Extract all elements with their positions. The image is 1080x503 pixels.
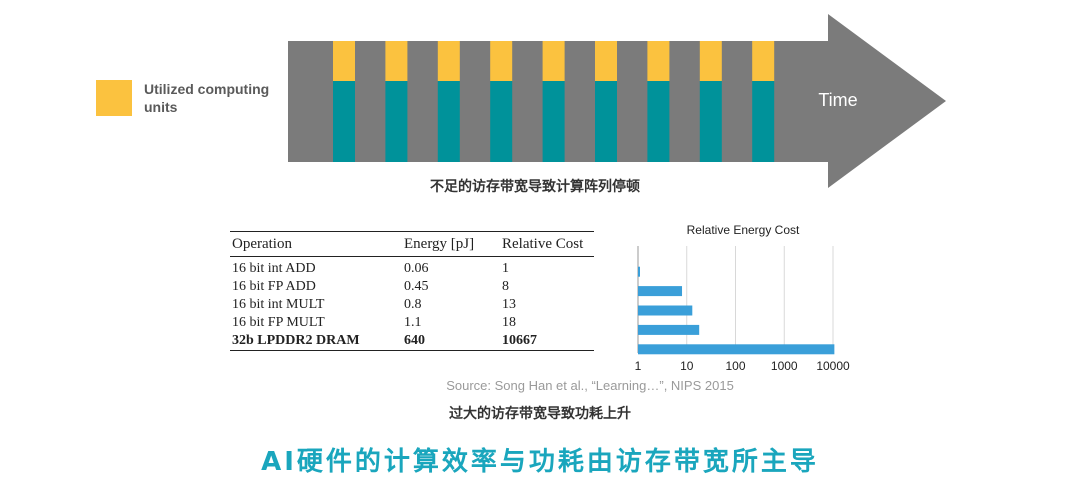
cell-relative-cost: 18	[502, 315, 516, 330]
timeline-diagram: Time	[288, 14, 946, 188]
header-relative-cost: Relative Cost	[502, 231, 594, 257]
cell-operation: 16 bit FP ADD	[232, 279, 316, 294]
energy-table: Operation Energy [pJ] Relative Cost 16 b…	[230, 231, 594, 351]
x-tick-label: 1	[635, 359, 642, 373]
utilized-unit	[437, 41, 460, 81]
legend: Utilized computing units	[96, 78, 296, 120]
cell-operation: 16 bit FP MULT	[232, 315, 325, 330]
caption-bandwidth-stall: 不足的访存带宽导致计算阵列停顿	[430, 179, 640, 195]
source-citation: Source: Song Han et al., “Learning…”, NI…	[446, 378, 734, 393]
bar	[638, 344, 835, 355]
cell-energy: 0.06	[404, 261, 429, 276]
utilized-unit	[385, 41, 408, 81]
x-tick-label: 10000	[816, 359, 850, 373]
chart-grid	[637, 246, 834, 353]
bar	[638, 305, 693, 316]
cell-operation: 16 bit int MULT	[232, 297, 325, 312]
computing-unit	[647, 81, 670, 162]
computing-unit	[699, 81, 722, 162]
x-tick-label: 100	[725, 359, 745, 373]
utilized-unit	[595, 41, 617, 81]
caption-power: 过大的访存带宽导致功耗上升	[449, 406, 631, 422]
chart-bars	[638, 266, 835, 355]
x-tick-label: 10	[680, 359, 694, 373]
cell-energy: 1.1	[404, 315, 422, 330]
computing-units	[333, 41, 775, 162]
cell-operation: 32b LPDDR2 DRAM	[230, 332, 404, 351]
time-label: Time	[818, 90, 857, 110]
utilized-unit	[647, 41, 670, 81]
cell-relative-cost: 13	[502, 297, 516, 312]
headline: AI硬件的计算效率与功耗由访存带宽所主导	[261, 447, 819, 477]
chart-title: Relative Energy Cost	[687, 223, 800, 237]
computing-unit	[437, 81, 460, 162]
header-energy: Energy [pJ]	[404, 231, 502, 257]
table-row: 16 bit int MULT 0.8 13	[230, 296, 594, 314]
table-row: 32b LPDDR2 DRAM 640 10667	[230, 332, 594, 351]
utilized-unit	[752, 41, 775, 81]
cell-energy: 0.8	[404, 297, 422, 312]
cell-energy: 0.45	[404, 279, 429, 294]
bar	[638, 286, 683, 297]
computing-unit	[490, 81, 513, 162]
bar	[638, 324, 700, 335]
computing-unit	[385, 81, 408, 162]
legend-label: Utilized computing units	[144, 81, 270, 115]
utilized-unit	[542, 41, 565, 81]
chart-x-ticks: 1 10 100 1000 10000	[635, 359, 850, 373]
computing-unit	[752, 81, 775, 162]
cell-relative-cost: 10667	[502, 332, 594, 351]
cell-relative-cost: 8	[502, 279, 509, 294]
cell-energy: 640	[404, 332, 502, 351]
utilized-unit	[699, 41, 722, 81]
utilized-unit	[490, 41, 513, 81]
utilized-unit	[333, 41, 355, 81]
computing-unit	[542, 81, 565, 162]
table-header-row: Operation Energy [pJ] Relative Cost	[230, 231, 594, 257]
bar	[638, 266, 640, 277]
cell-relative-cost: 1	[502, 261, 509, 276]
table-row: 16 bit FP MULT 1.1 18	[230, 314, 594, 332]
table-row: 16 bit int ADD 0.06 1	[230, 257, 594, 279]
computing-unit	[595, 81, 617, 162]
x-tick-label: 1000	[771, 359, 798, 373]
computing-unit	[333, 81, 355, 162]
header-operation: Operation	[230, 231, 404, 257]
relative-energy-chart: Relative Energy Cost 1 10 100 1000 10000	[635, 223, 850, 373]
table-row: 16 bit FP ADD 0.45 8	[230, 278, 594, 296]
cell-operation: 16 bit int ADD	[232, 261, 316, 276]
legend-swatch-utilized	[96, 80, 132, 116]
